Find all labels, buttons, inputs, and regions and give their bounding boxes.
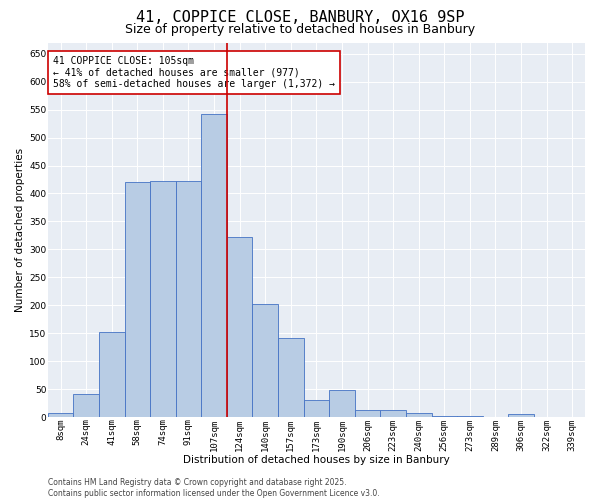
Text: Size of property relative to detached houses in Banbury: Size of property relative to detached ho… bbox=[125, 22, 475, 36]
Bar bbox=[508, 414, 534, 417]
Bar bbox=[380, 410, 406, 417]
Bar bbox=[150, 181, 176, 417]
Bar bbox=[329, 390, 355, 417]
Bar bbox=[431, 416, 457, 417]
Bar bbox=[73, 394, 99, 417]
Bar bbox=[457, 416, 482, 417]
Bar bbox=[278, 338, 304, 417]
Bar bbox=[176, 181, 201, 417]
Bar bbox=[99, 332, 125, 417]
Bar bbox=[201, 114, 227, 417]
Bar bbox=[355, 410, 380, 417]
Bar bbox=[406, 412, 431, 417]
Bar bbox=[125, 182, 150, 417]
Bar bbox=[227, 236, 253, 417]
Text: 41 COPPICE CLOSE: 105sqm
← 41% of detached houses are smaller (977)
58% of semi-: 41 COPPICE CLOSE: 105sqm ← 41% of detach… bbox=[53, 56, 335, 89]
Y-axis label: Number of detached properties: Number of detached properties bbox=[15, 148, 25, 312]
Text: 41, COPPICE CLOSE, BANBURY, OX16 9SP: 41, COPPICE CLOSE, BANBURY, OX16 9SP bbox=[136, 10, 464, 25]
Bar bbox=[48, 412, 73, 417]
Bar bbox=[304, 400, 329, 417]
X-axis label: Distribution of detached houses by size in Banbury: Distribution of detached houses by size … bbox=[183, 455, 450, 465]
Text: Contains HM Land Registry data © Crown copyright and database right 2025.
Contai: Contains HM Land Registry data © Crown c… bbox=[48, 478, 380, 498]
Bar bbox=[253, 304, 278, 417]
